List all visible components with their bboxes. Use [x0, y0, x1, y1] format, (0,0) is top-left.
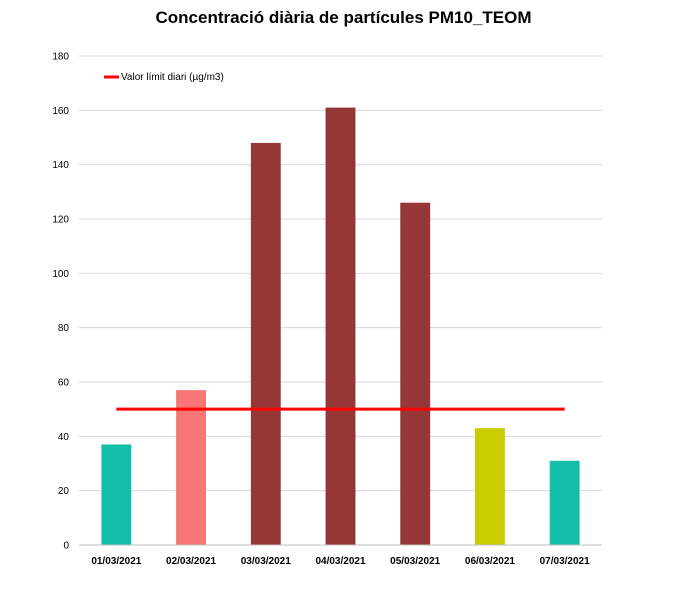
bar — [325, 107, 356, 545]
y-tick-label: 120 — [52, 215, 69, 226]
y-tick-label: 0 — [63, 541, 69, 552]
y-tick-label: 80 — [58, 323, 70, 334]
y-tick-label: 180 — [52, 52, 69, 63]
x-tick-label: 04/03/2021 — [315, 556, 365, 567]
x-axis-ticks: 01/03/2021 02/03/2021 03/03/2021 04/03/2021… — [91, 556, 590, 567]
bar — [176, 390, 207, 545]
x-tick-label: 05/03/2021 — [390, 556, 440, 567]
bars — [101, 107, 580, 545]
y-tick-label: 100 — [52, 269, 69, 280]
y-tick-label: 140 — [52, 160, 69, 171]
y-tick-label: 40 — [58, 432, 70, 443]
bar — [101, 444, 132, 545]
y-tick-label: 20 — [58, 486, 70, 497]
x-tick-label: 02/03/2021 — [166, 556, 216, 567]
y-tick-label: 160 — [52, 106, 69, 117]
legend: Valor límit diari (µg/m3) — [104, 72, 224, 83]
bar — [250, 142, 281, 545]
x-tick-label: 01/03/2021 — [91, 556, 141, 567]
x-tick-label: 06/03/2021 — [465, 556, 515, 567]
y-axis-ticks: 0 20 40 60 80 100 120 140 160 180 — [52, 52, 69, 552]
bar — [400, 202, 431, 545]
bar — [549, 460, 580, 545]
legend-label: Valor límit diari (µg/m3) — [121, 72, 224, 83]
chart-title: Concentració diària de partícules PM10_T… — [155, 8, 532, 27]
x-tick-label: 07/03/2021 — [540, 556, 590, 567]
x-tick-label: 03/03/2021 — [241, 556, 291, 567]
y-tick-label: 60 — [58, 378, 70, 389]
bar — [474, 428, 505, 545]
